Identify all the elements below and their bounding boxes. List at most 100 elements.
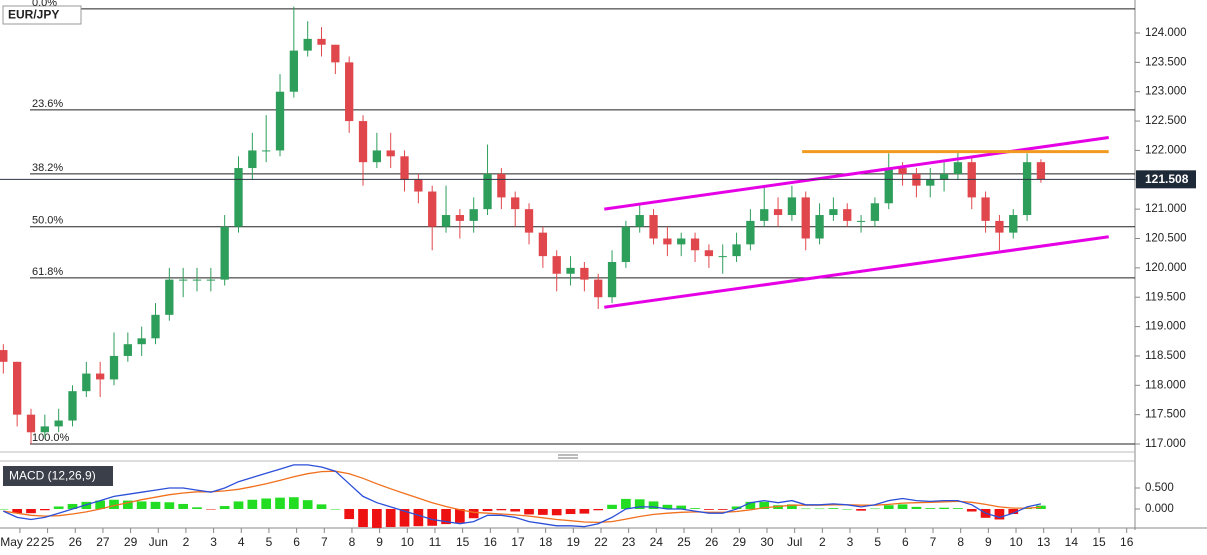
y-tick-label: 120.000 bbox=[1145, 262, 1187, 274]
histogram-bar bbox=[344, 508, 355, 520]
fibonacci-label: 23.6% bbox=[32, 98, 63, 110]
candle-body bbox=[469, 209, 478, 221]
x-tick-label: 18 bbox=[539, 535, 553, 549]
candle-body bbox=[497, 173, 506, 198]
candle-body bbox=[981, 197, 990, 221]
x-tick-label: 9 bbox=[376, 535, 383, 549]
candle-body bbox=[580, 267, 589, 280]
x-tick-label: 16 bbox=[484, 535, 498, 549]
candle-body bbox=[262, 150, 271, 152]
candle-body bbox=[303, 38, 312, 51]
x-tick-label: 3 bbox=[210, 535, 217, 549]
y-tick-label: 121.000 bbox=[1145, 203, 1187, 215]
candle-body bbox=[898, 168, 907, 174]
candle-body bbox=[82, 373, 91, 392]
candle-body bbox=[663, 238, 672, 245]
candle-body bbox=[331, 44, 340, 63]
x-tick-label: 8 bbox=[957, 535, 964, 549]
histogram-bar bbox=[828, 508, 839, 509]
candle-body bbox=[109, 355, 119, 380]
y-tick-label: 122.000 bbox=[1145, 144, 1187, 156]
histogram-bar bbox=[455, 508, 465, 523]
x-tick-label: 6 bbox=[902, 535, 909, 549]
candle-body bbox=[151, 314, 160, 339]
candle-body bbox=[275, 91, 285, 151]
candle-body bbox=[358, 121, 368, 163]
trend-line bbox=[604, 235, 1109, 309]
x-tick-label: 10 bbox=[401, 535, 415, 549]
histogram-bar bbox=[621, 498, 631, 509]
x-tick-label: 26 bbox=[69, 535, 83, 549]
candle-body bbox=[787, 197, 797, 216]
histogram-bar bbox=[275, 497, 285, 509]
candle-body bbox=[455, 215, 465, 221]
y-tick-label: 117.500 bbox=[1145, 409, 1186, 421]
histogram-bar bbox=[704, 508, 714, 510]
x-tick-label: 17 bbox=[511, 535, 525, 549]
candle-body bbox=[414, 179, 423, 192]
histogram-bar bbox=[551, 508, 562, 516]
histogram-bar bbox=[385, 508, 396, 528]
candle-body bbox=[1022, 162, 1032, 216]
candle-body bbox=[192, 279, 202, 281]
histogram-bar bbox=[953, 508, 963, 509]
candle-body bbox=[483, 173, 492, 210]
y-tick-label: 0.000 bbox=[1145, 503, 1174, 515]
histogram-bar bbox=[607, 504, 617, 509]
histogram-bar bbox=[372, 508, 382, 528]
histogram-bar bbox=[205, 508, 216, 510]
histogram-bar bbox=[316, 504, 327, 509]
candle-body bbox=[234, 168, 243, 227]
candle-body bbox=[0, 350, 8, 362]
y-tick-label: 119.000 bbox=[1145, 321, 1186, 333]
histogram-bar bbox=[593, 508, 604, 511]
histogram-bar bbox=[662, 504, 673, 509]
histogram-bar bbox=[399, 508, 410, 527]
candle-body bbox=[621, 226, 631, 262]
x-tick-label: 3 bbox=[847, 535, 854, 549]
y-tick-label: 119.500 bbox=[1145, 291, 1186, 303]
candle-body bbox=[13, 361, 22, 415]
histogram-bar bbox=[67, 503, 78, 509]
candle-body bbox=[690, 238, 700, 251]
x-tick-label: 19 bbox=[567, 535, 581, 549]
histogram-bar bbox=[178, 503, 189, 509]
x-tick-label: May 22 bbox=[0, 535, 40, 549]
histogram-bar bbox=[289, 497, 299, 509]
candle-body bbox=[428, 191, 437, 227]
x-tick-label: 22 bbox=[594, 535, 608, 549]
candle-body bbox=[248, 150, 257, 169]
x-tick-label: 8 bbox=[349, 535, 356, 549]
histogram-bar bbox=[247, 499, 258, 509]
candle-body bbox=[400, 156, 409, 180]
candle-body bbox=[773, 209, 783, 216]
x-tick-label: 5 bbox=[874, 535, 881, 549]
histogram-bar bbox=[261, 498, 272, 509]
fibonacci-label: 0.0% bbox=[32, 0, 57, 9]
histogram-bar bbox=[731, 506, 742, 509]
histogram-bar bbox=[745, 501, 756, 509]
histogram-bar bbox=[565, 508, 576, 515]
histogram-bar bbox=[579, 508, 590, 514]
candle-body bbox=[746, 220, 755, 245]
histogram-bar bbox=[939, 507, 949, 509]
pane-splitter[interactable] bbox=[558, 454, 578, 459]
histogram-bar bbox=[814, 508, 825, 510]
x-tick-label: 25 bbox=[677, 535, 691, 549]
y-tick-label: 123.500 bbox=[1145, 56, 1187, 68]
fibonacci-label: 38.2% bbox=[32, 162, 63, 174]
histogram-bar bbox=[122, 500, 133, 509]
histogram-bar bbox=[911, 506, 922, 509]
candle-body bbox=[1036, 162, 1046, 180]
x-tick-label: 30 bbox=[760, 535, 774, 549]
x-tick-label: 10 bbox=[1009, 535, 1023, 549]
candle-body bbox=[732, 244, 741, 257]
candle-body bbox=[165, 279, 174, 315]
candle-body bbox=[566, 267, 575, 274]
x-tick-label: 16 bbox=[1120, 535, 1134, 549]
candle-body bbox=[552, 256, 561, 274]
x-tick-label: 15 bbox=[1092, 535, 1106, 549]
candle-body bbox=[594, 279, 603, 298]
x-tick-label: Jul bbox=[787, 535, 802, 549]
macd-line bbox=[3, 464, 1042, 528]
